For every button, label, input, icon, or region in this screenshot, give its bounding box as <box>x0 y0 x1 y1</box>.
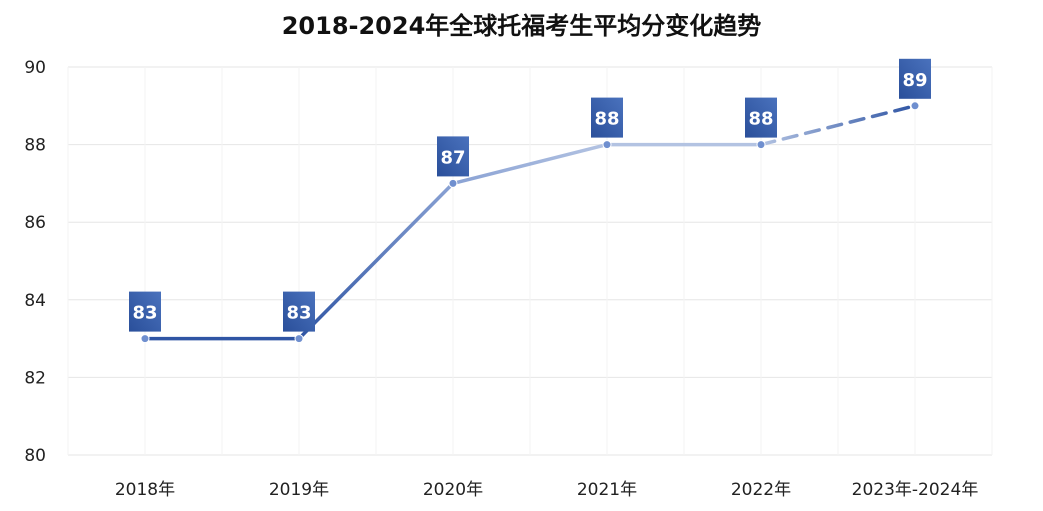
line-segment <box>297 181 455 341</box>
y-tick-label: 90 <box>24 58 46 78</box>
x-tick-label: 2022年 <box>731 480 791 500</box>
data-point <box>294 334 304 344</box>
data-label: 83 <box>132 303 157 324</box>
data-label-box <box>129 291 161 332</box>
line-layer <box>143 104 917 341</box>
chart-title: 2018-2024年全球托福考生平均分变化趋势 <box>281 12 762 40</box>
x-tick-label: 2020年 <box>423 480 483 500</box>
x-tick-label: 2019年 <box>269 480 329 500</box>
label-layer: 83 83 87 88 88 89 <box>129 58 931 332</box>
point-layer <box>140 101 920 344</box>
data-label-box <box>745 97 777 138</box>
data-label: 88 <box>748 109 773 130</box>
data-point <box>140 334 150 344</box>
line-segment <box>451 142 609 186</box>
data-label-box <box>591 97 623 138</box>
x-tick-label: 2018年 <box>115 480 175 500</box>
data-label-box <box>283 291 315 332</box>
line-segment-dashed <box>759 104 917 147</box>
data-point <box>602 140 612 150</box>
axis-layer: 80 82 84 86 88 90 2018年 2019年 2020年 2021年 2022年 202… <box>24 58 978 500</box>
y-tick-label: 86 <box>24 213 46 233</box>
data-point <box>910 101 920 111</box>
data-point <box>756 140 766 150</box>
data-label: 88 <box>594 109 619 130</box>
y-tick-label: 84 <box>24 291 46 311</box>
x-tick-label: 2023年-2024年 <box>852 480 979 500</box>
data-label: 87 <box>440 147 465 168</box>
data-label-box <box>437 136 469 177</box>
x-tick-label: 2021年 <box>577 480 637 500</box>
y-tick-label: 82 <box>24 368 46 388</box>
data-label: 89 <box>902 70 927 91</box>
y-tick-label: 80 <box>24 446 46 466</box>
data-point <box>448 178 458 188</box>
y-tick-label: 88 <box>24 136 46 156</box>
data-label-box <box>899 58 931 99</box>
data-label: 83 <box>286 303 311 324</box>
grid-layer <box>67 66 993 456</box>
